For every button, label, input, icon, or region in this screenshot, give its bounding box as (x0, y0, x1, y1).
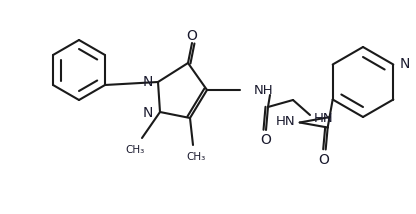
Text: O: O (186, 29, 198, 43)
Text: NH: NH (254, 83, 274, 97)
Text: N: N (143, 75, 153, 89)
Text: HN: HN (314, 111, 334, 125)
Text: N: N (399, 58, 410, 71)
Text: HN: HN (276, 115, 296, 128)
Text: N: N (143, 106, 153, 120)
Text: CH₃: CH₃ (186, 152, 206, 162)
Text: CH₃: CH₃ (125, 145, 145, 155)
Text: O: O (318, 153, 329, 166)
Text: O: O (260, 133, 271, 147)
